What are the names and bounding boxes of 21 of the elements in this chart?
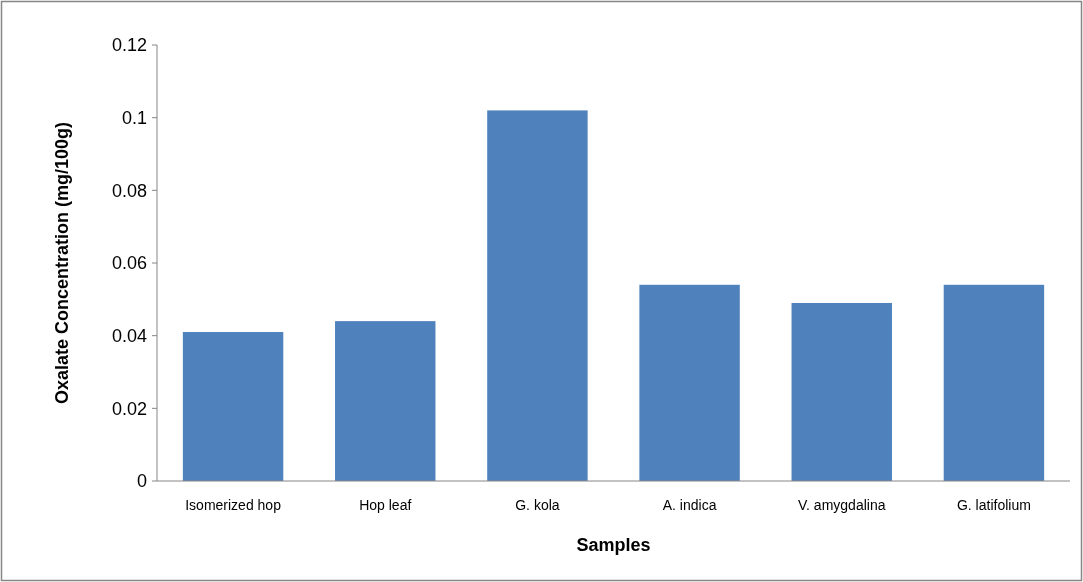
y-tick-label: 0.1 <box>121 107 147 128</box>
x-tick-label: V. amygdalina <box>798 497 886 513</box>
x-tick-label: G. latifolium <box>956 497 1031 513</box>
y-tick-label: 0.04 <box>111 325 147 346</box>
bar <box>335 321 436 481</box>
y-tick-label: 0.12 <box>111 35 147 56</box>
bar <box>943 284 1045 481</box>
x-tick-label: G. kola <box>515 497 560 513</box>
y-tick-label: 0.08 <box>111 180 147 201</box>
y-tick-label: 0.02 <box>111 398 147 419</box>
y-tick-label: 0 <box>136 471 147 492</box>
y-axis-title: Oxalate Concentration (mg/100g) <box>52 121 72 405</box>
x-axis-title: Samples <box>576 535 651 555</box>
x-tick-label: A. indica <box>662 497 717 513</box>
bar <box>791 302 892 481</box>
bar <box>182 332 284 481</box>
bar <box>639 284 740 481</box>
bar <box>487 110 588 481</box>
x-tick-label: Hop leaf <box>359 497 412 513</box>
x-tick-label: Isomerized hop <box>185 497 282 513</box>
y-tick-label: 0.06 <box>111 253 147 274</box>
